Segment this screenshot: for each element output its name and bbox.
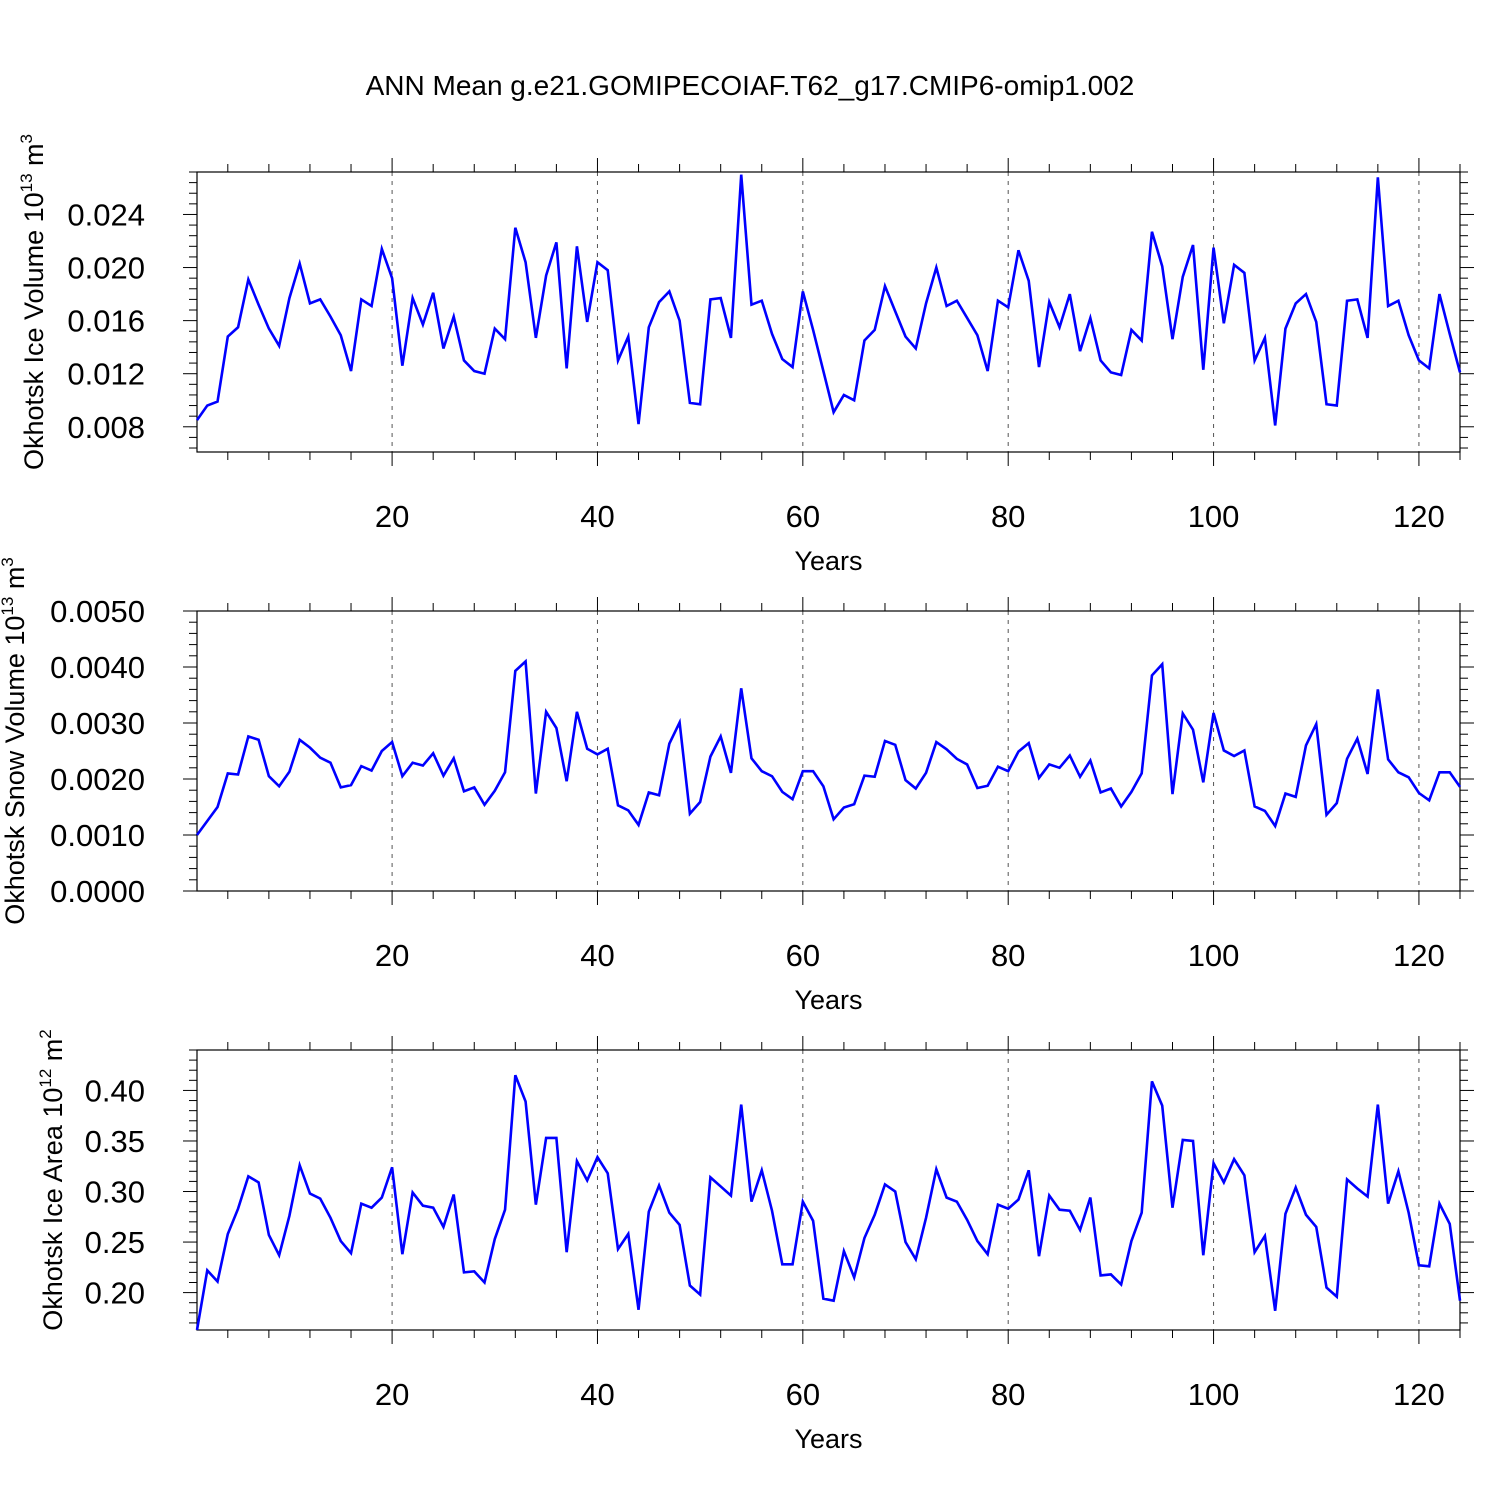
x-tick-label: 60 <box>786 938 820 973</box>
x-tick-label: 40 <box>580 499 614 534</box>
x-axis-label: Years <box>794 1424 862 1454</box>
y-axis-label-unit: m <box>19 143 49 173</box>
x-tick-label: 20 <box>375 1377 409 1412</box>
chart-panel-2: 20 40 60 80 100 120 0.0000 0.0010 0.0020 0.0030 0.… <box>0 557 1474 1015</box>
x-tick-label: 100 <box>1188 499 1240 534</box>
y-axis-label-text: Okhotsk Ice Volume 10 <box>19 192 49 470</box>
x-tick-label: 60 <box>786 1377 820 1412</box>
x-tick-label: 80 <box>991 499 1025 534</box>
y-axis-label-unit: m <box>38 1039 68 1069</box>
panels: 20 40 60 80 100 120 0.008 0.012 0.016 0.020 0.024 Y… <box>0 134 1474 1454</box>
y-axis-label-exponent: 13 <box>17 173 36 192</box>
plot-frame <box>196 610 1461 892</box>
y-axis-label-unit-exponent: 2 <box>36 1029 55 1038</box>
x-tick-label: 20 <box>375 938 409 973</box>
plot-frame <box>196 1049 1461 1331</box>
y-axis-label-unit: m <box>0 567 30 597</box>
x-tick-label: 120 <box>1393 938 1445 973</box>
x-tick-label: 120 <box>1393 1377 1445 1412</box>
y-tick-label: 0.30 <box>85 1175 145 1210</box>
y-tick-label: 0.024 <box>67 197 145 232</box>
x-tick-label: 100 <box>1188 938 1240 973</box>
y-tick-label: 0.35 <box>85 1124 145 1159</box>
y-tick-label: 0.25 <box>85 1225 145 1260</box>
y-axis-label: Okhotsk Ice Volume 1013 m3 <box>17 134 49 470</box>
chart-panel-1: 20 40 60 80 100 120 0.008 0.012 0.016 0.020 0.024 Y… <box>17 134 1474 576</box>
y-tick-label: 0.012 <box>67 357 145 392</box>
y-tick-label: 0.0010 <box>50 818 145 853</box>
x-tick-label: 40 <box>580 938 614 973</box>
y-axis-label-text: Okhotsk Ice Area 10 <box>38 1088 68 1331</box>
y-tick-label: 0.0050 <box>50 594 145 629</box>
data-line <box>195 658 1462 836</box>
y-tick-label: 0.20 <box>85 1276 145 1311</box>
y-axis-label-exponent: 12 <box>36 1069 55 1088</box>
y-tick-label: 0.40 <box>85 1073 145 1108</box>
y-axis-label: Okhotsk Snow Volume 1013 m3 <box>0 557 30 925</box>
data-line <box>195 1074 1462 1331</box>
x-tick-label: 20 <box>375 499 409 534</box>
x-tick-label: 120 <box>1393 499 1445 534</box>
x-tick-label: 40 <box>580 1377 614 1412</box>
y-tick-label: 0.020 <box>67 251 145 286</box>
plot-frame <box>196 171 1461 453</box>
figure-title: ANN Mean g.e21.GOMIPECOIAF.T62_g17.CMIP6… <box>366 70 1135 101</box>
chart-panel-3: 20 40 60 80 100 120 0.20 0.25 0.30 0.35 0.40 Years O… <box>36 1029 1474 1454</box>
x-tick-label: 80 <box>991 1377 1025 1412</box>
y-axis-label-exponent: 13 <box>0 597 17 616</box>
y-axis-label-text: Okhotsk Snow Volume 10 <box>0 616 30 925</box>
y-tick-label: 0.016 <box>67 304 145 339</box>
data-line <box>195 174 1462 426</box>
y-tick-label: 0.0000 <box>50 874 145 909</box>
y-tick-label: 0.0020 <box>50 762 145 797</box>
x-tick-label: 60 <box>786 499 820 534</box>
y-axis-label-unit-exponent: 3 <box>17 134 36 143</box>
x-axis-label: Years <box>794 546 862 576</box>
y-axis-label-unit-exponent: 3 <box>0 557 17 566</box>
y-tick-label: 0.008 <box>67 410 145 445</box>
y-tick-label: 0.0040 <box>50 650 145 685</box>
y-axis-label: Okhotsk Ice Area 1012 m2 <box>36 1029 68 1331</box>
y-tick-label: 0.0030 <box>50 706 145 741</box>
x-axis-label: Years <box>794 985 862 1015</box>
x-tick-label: 100 <box>1188 1377 1240 1412</box>
x-tick-label: 80 <box>991 938 1025 973</box>
